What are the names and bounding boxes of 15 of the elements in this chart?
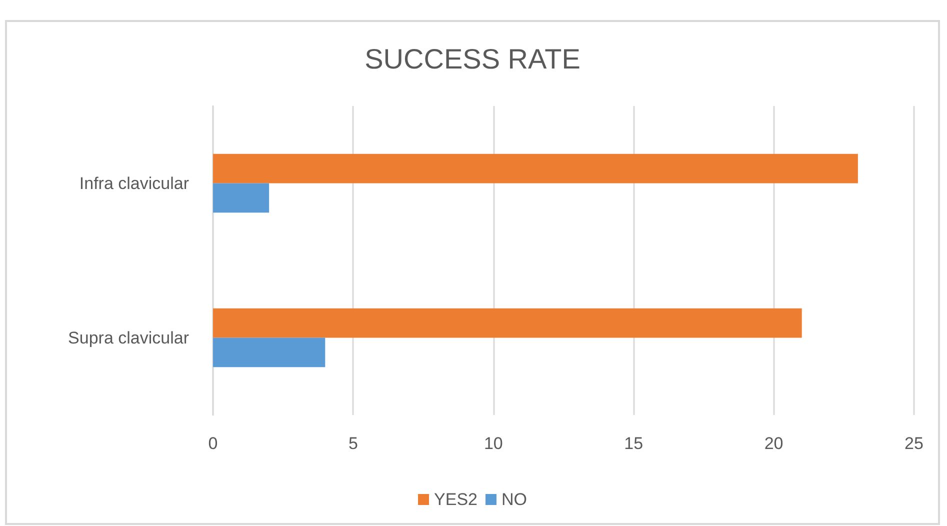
bar xyxy=(213,308,802,338)
legend-label: NO xyxy=(501,490,527,509)
y-tick-label: Infra clavicular xyxy=(79,174,190,193)
x-tick-label: 10 xyxy=(484,434,503,453)
bar xyxy=(213,154,858,184)
x-tick-label: 25 xyxy=(904,434,924,453)
bar xyxy=(213,183,270,213)
x-tick-label: 0 xyxy=(208,434,218,453)
chart-title: SUCCESS RATE xyxy=(364,44,580,74)
x-tick-label: 20 xyxy=(764,434,784,453)
y-tick-label: Supra clavicular xyxy=(68,328,190,348)
x-tick-label: 5 xyxy=(348,434,358,453)
legend-label: YES2 xyxy=(434,490,478,509)
x-tick-label: 15 xyxy=(624,434,644,453)
bar xyxy=(213,338,326,368)
